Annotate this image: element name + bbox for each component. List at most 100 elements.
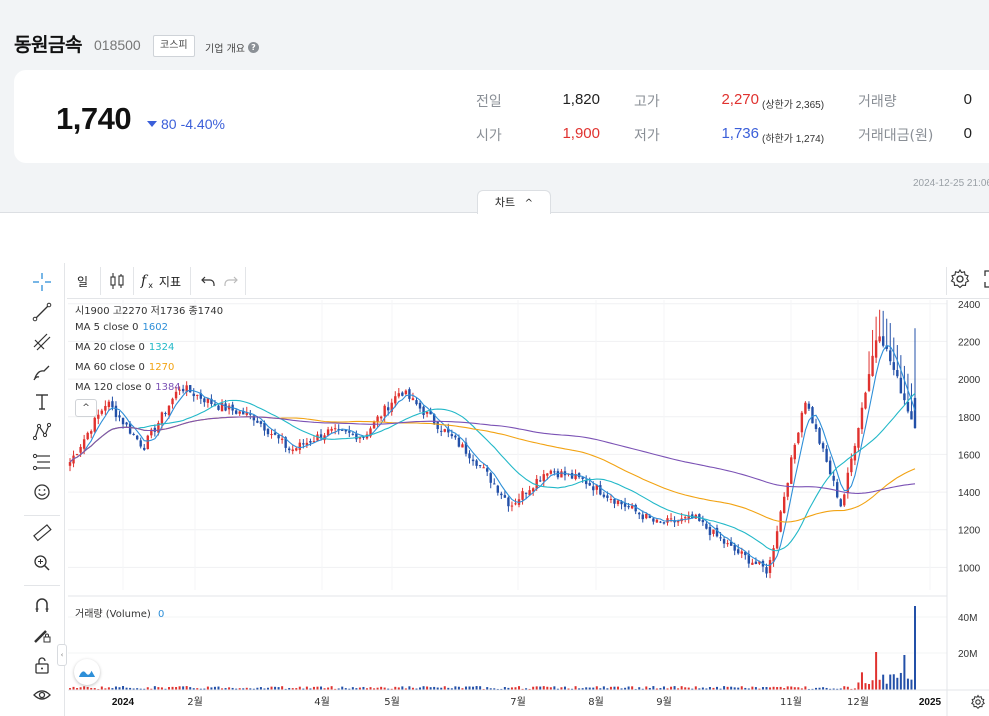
volume-bar [889, 674, 892, 690]
timestamp: 2024-12-25 21:06 [913, 178, 989, 189]
volume-bar [157, 687, 160, 690]
lower-limit: (하한가 1,274) [762, 134, 825, 145]
chart-logo-icon[interactable] [74, 659, 100, 685]
volume-bar [510, 687, 513, 690]
candle-body [295, 448, 298, 451]
candle-body [319, 434, 323, 439]
toolbar-collapse-toggle[interactable]: ‹ [57, 644, 67, 666]
emoji-icon[interactable] [31, 481, 53, 503]
candle-body [524, 492, 528, 494]
candle-body [454, 435, 457, 438]
market-badge: 코스피 [153, 35, 195, 57]
lock-draw-icon[interactable] [31, 624, 53, 646]
volume-bar [171, 686, 174, 690]
candle-body [436, 421, 439, 430]
axis-settings-icon[interactable] [970, 694, 986, 710]
volume-bar [797, 687, 800, 690]
candle-body [277, 434, 280, 439]
volume-bar [857, 682, 860, 690]
candle-body [471, 459, 475, 462]
volume-bar [556, 688, 559, 690]
help-icon[interactable]: ? [247, 42, 259, 53]
ma5-legend: MA 5 close 0 1602 [75, 322, 168, 333]
x-tick-label: 2월 [187, 696, 203, 708]
volume-bar [496, 688, 499, 690]
volume-bar [97, 688, 100, 690]
volume-bar [829, 688, 832, 690]
ruler-icon[interactable] [31, 522, 53, 544]
volume-bar [114, 686, 117, 690]
zoom-in-icon[interactable] [31, 552, 53, 574]
volume-bar [83, 686, 86, 690]
volume-bar [518, 686, 521, 690]
candle-body [807, 403, 811, 409]
y-tick-label: 1800 [958, 413, 981, 424]
volume-bar [433, 686, 436, 690]
candle-body [531, 488, 535, 492]
volume-bar [397, 687, 400, 690]
volume-bar [694, 686, 697, 690]
company-overview-link[interactable]: 기업 개요 ? [205, 40, 259, 55]
current-price: 1,740 [56, 101, 132, 136]
candle-body [450, 434, 454, 437]
candle-body [790, 457, 793, 484]
magnet-icon[interactable] [31, 594, 53, 616]
undo-icon[interactable] [200, 270, 216, 292]
candle-body [747, 553, 751, 564]
candle-body [203, 398, 206, 403]
candle-body [358, 436, 362, 439]
volume-bar [563, 686, 566, 690]
ma5-line [69, 344, 916, 567]
candle-body [266, 428, 270, 435]
volume-bar [358, 687, 361, 690]
candle-body [288, 448, 291, 451]
candle-body [227, 405, 231, 410]
text-icon[interactable] [31, 391, 53, 413]
trendline-icon[interactable] [31, 301, 53, 323]
volume-bar [256, 687, 259, 690]
candle-body [648, 515, 652, 519]
candle-body [737, 549, 740, 554]
eye-icon[interactable] [31, 684, 53, 706]
tab-chart[interactable]: 차트 ^ [477, 190, 551, 214]
candle-type-icon[interactable] [109, 270, 125, 292]
brush-icon[interactable] [31, 361, 53, 383]
candle-body [348, 431, 351, 433]
volume-bar [864, 683, 867, 690]
redo-icon[interactable] [223, 270, 239, 292]
candle-body [379, 416, 383, 419]
ma120-label: MA 120 close 0 [75, 382, 152, 393]
candle-body [779, 511, 782, 532]
crosshair-icon[interactable] [31, 271, 53, 293]
candle-body [79, 446, 82, 453]
measure-projection-icon[interactable] [31, 451, 53, 473]
volume-bar [832, 688, 835, 690]
fullscreen-icon[interactable] [984, 270, 989, 288]
candle-body [786, 482, 789, 497]
legend-collapse-button[interactable]: ^ [75, 399, 97, 417]
candle-body [666, 518, 669, 523]
candle-body [549, 470, 553, 474]
candle-body [128, 423, 132, 434]
volume-bar [327, 687, 330, 690]
ma60-value: 1270 [148, 362, 175, 373]
volume-bar [125, 687, 128, 690]
interval-button[interactable]: 일 [77, 274, 89, 289]
volume-bar [602, 686, 605, 690]
volume-bar [436, 687, 439, 690]
volume-bar [549, 687, 552, 690]
volume-bar [76, 688, 79, 690]
fib-icon[interactable] [31, 331, 53, 353]
volume-bar [850, 688, 853, 690]
x-tick-label: 11월 [780, 696, 802, 708]
candle-body [782, 496, 786, 514]
settings-icon[interactable] [949, 268, 971, 290]
candle-body [157, 422, 160, 433]
lock-icon[interactable] [31, 654, 53, 676]
candle-body [468, 453, 471, 459]
pattern-icon[interactable] [31, 421, 53, 443]
x-tick-label: 9월 [656, 696, 672, 708]
upper-limit: (상한가 2,365) [762, 100, 825, 111]
candle-body [422, 406, 425, 416]
